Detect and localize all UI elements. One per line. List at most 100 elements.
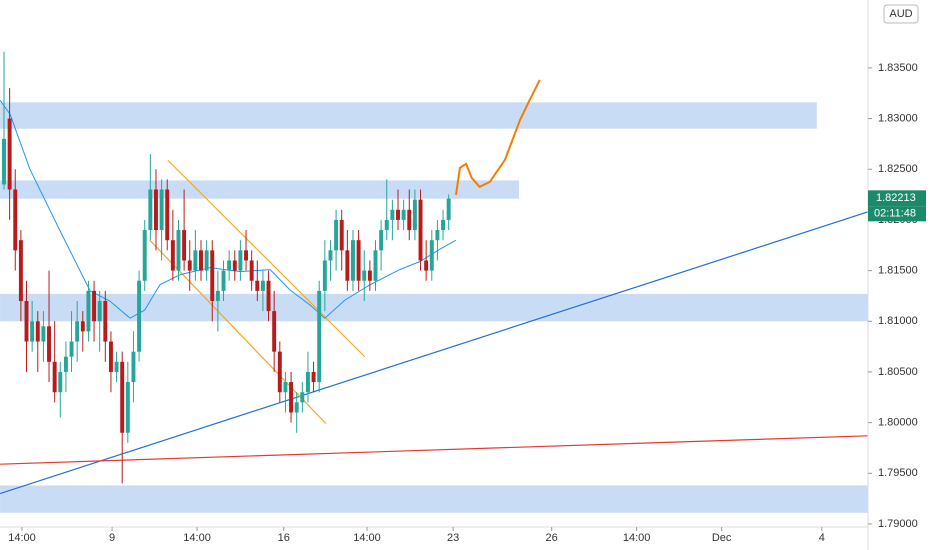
candle-body: [137, 280, 142, 352]
x-tick-label: 26: [546, 532, 558, 544]
candle-body: [407, 209, 412, 231]
candle-body: [412, 199, 417, 231]
candle-body: [176, 230, 181, 271]
y-tick-label: 1.80000: [878, 417, 918, 429]
candle-body: [97, 300, 102, 322]
candle-body: [80, 321, 85, 332]
price-zone: [0, 102, 817, 129]
price-zone: [0, 180, 520, 199]
candle-body: [75, 321, 80, 342]
candle-body: [249, 260, 254, 281]
candle-body: [114, 361, 119, 372]
candle-body: [187, 260, 192, 271]
x-tick-label: 9: [109, 532, 115, 544]
candle-body: [322, 260, 327, 291]
candle-body: [367, 270, 372, 281]
candle-body: [69, 341, 74, 357]
candle-body: [142, 230, 147, 281]
candle-body: [328, 250, 333, 261]
y-tick-label: 1.81000: [878, 315, 918, 327]
candle-body: [92, 290, 97, 322]
y-tick-label: 1.79500: [878, 467, 918, 479]
candle-body: [283, 382, 288, 393]
candle-body: [260, 280, 265, 291]
price-axis: [868, 0, 932, 550]
candle-body: [165, 189, 170, 241]
candle-body: [199, 250, 203, 271]
trend-line: [149, 239, 327, 425]
candle-body: [339, 219, 344, 251]
candle-body: [159, 189, 164, 231]
currency-label: AUD: [889, 8, 912, 20]
candle-body: [441, 219, 446, 231]
candle-body: [294, 402, 299, 413]
candle-body: [379, 230, 384, 251]
y-tick-label: 1.83500: [878, 62, 918, 74]
last-price-label: 1.82213: [876, 192, 916, 204]
candle-body: [356, 240, 361, 281]
trend-line: [0, 435, 869, 465]
price-zone: [0, 293, 869, 322]
candle-body: [120, 361, 125, 433]
candle-body: [266, 280, 271, 312]
candle-body: [18, 240, 23, 301]
countdown-badge: [868, 206, 926, 222]
x-tick-label: Dec: [712, 532, 732, 544]
x-tick-label: 14:00: [353, 532, 381, 544]
candle-body: [435, 230, 440, 241]
candle-body: [35, 321, 40, 342]
candle-body: [221, 270, 226, 291]
candle-body: [238, 250, 243, 271]
y-tick-label: 1.80500: [878, 366, 918, 378]
candle-body: [384, 219, 389, 231]
candle-body: [351, 240, 355, 281]
candle-body: [215, 290, 220, 301]
candle-body: [272, 311, 277, 352]
last-price-badge: [868, 190, 926, 207]
trend-line: [167, 159, 366, 358]
x-tick-label: 14:00: [8, 532, 36, 544]
candle-body: [47, 326, 51, 362]
candle-body: [362, 270, 367, 281]
candle-body: [24, 300, 29, 342]
candle-body: [148, 189, 153, 231]
currency-badge: [883, 4, 919, 24]
countdown-label: 02:11:48: [874, 208, 916, 220]
candle-body: [63, 356, 68, 372]
candle-body: [429, 240, 434, 271]
x-tick-label: 14:00: [623, 532, 651, 544]
candle-body: [193, 250, 198, 271]
x-tick-label: 14:00: [183, 532, 211, 544]
forecast-curve: [455, 79, 541, 196]
candle-body: [244, 250, 248, 261]
candle-body: [30, 321, 35, 342]
candle-body: [125, 382, 130, 433]
y-tick-label: 1.79000: [878, 518, 918, 530]
candle-body: [289, 382, 294, 413]
candle-body: [41, 326, 46, 342]
candle-body: [52, 361, 57, 393]
candle-body: [424, 260, 429, 271]
candle-body: [108, 341, 113, 372]
candle-body: [390, 209, 395, 220]
y-tick-label: 1.83000: [878, 112, 918, 124]
y-tick-label: 1.81500: [878, 265, 918, 277]
candle-body: [182, 230, 187, 261]
x-tick-label: 4: [819, 532, 825, 544]
candle-body: [154, 189, 158, 231]
candle-body: [305, 371, 310, 393]
candle-body: [396, 209, 400, 220]
candle-body: [373, 250, 378, 281]
x-tick-label: 23: [447, 532, 459, 544]
candle-body: [334, 219, 339, 251]
candle-body: [13, 189, 18, 251]
candle-body: [170, 240, 175, 271]
candle-body: [311, 371, 316, 383]
candle-body: [7, 118, 12, 190]
x-tick-label: 16: [278, 532, 290, 544]
y-tick-label: 1.82500: [878, 163, 918, 175]
candle-body: [232, 260, 237, 271]
trend-line: [0, 211, 869, 495]
